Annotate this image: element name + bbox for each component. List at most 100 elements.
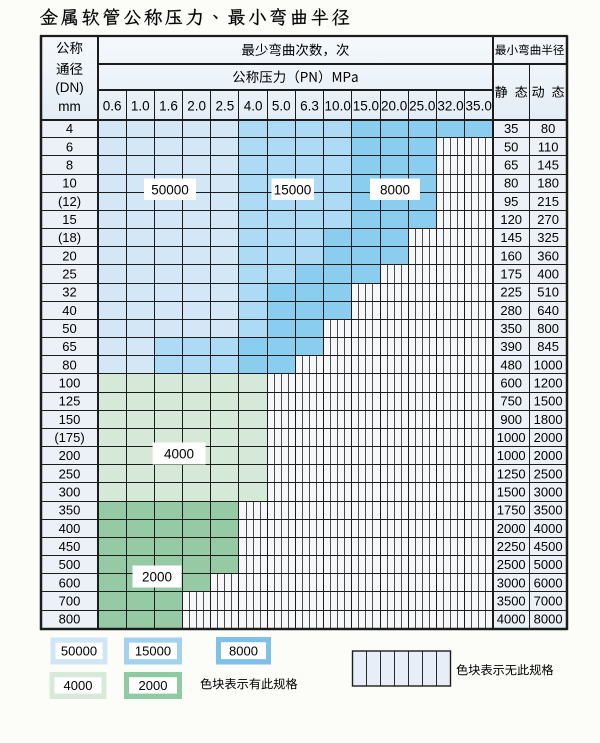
svg-text:20.0: 20.0 xyxy=(381,98,407,113)
svg-text:1.0: 1.0 xyxy=(131,98,150,113)
svg-text:4000: 4000 xyxy=(497,612,526,627)
svg-text:325: 325 xyxy=(537,230,559,245)
svg-text:(18): (18) xyxy=(58,230,81,245)
svg-text:1200: 1200 xyxy=(534,376,563,391)
svg-text:280: 280 xyxy=(500,303,522,318)
svg-text:225: 225 xyxy=(500,285,522,300)
svg-text:4500: 4500 xyxy=(534,539,563,554)
svg-text:845: 845 xyxy=(537,339,559,354)
svg-text:600: 600 xyxy=(500,376,522,391)
svg-text:2500: 2500 xyxy=(497,557,526,572)
svg-text:7000: 7000 xyxy=(534,594,563,609)
svg-text:160: 160 xyxy=(500,248,522,263)
svg-text:1.6: 1.6 xyxy=(159,98,178,113)
svg-text:400: 400 xyxy=(537,267,559,282)
svg-text:15: 15 xyxy=(62,212,76,227)
svg-text:2000: 2000 xyxy=(534,448,563,463)
svg-text:750: 750 xyxy=(500,394,522,409)
svg-text:4000: 4000 xyxy=(64,678,93,693)
svg-text:800: 800 xyxy=(59,612,81,627)
svg-text:450: 450 xyxy=(59,539,81,554)
svg-text:8000: 8000 xyxy=(380,182,410,197)
svg-text:125: 125 xyxy=(59,394,81,409)
svg-text:50: 50 xyxy=(504,139,518,154)
svg-text:32.0: 32.0 xyxy=(437,98,463,113)
svg-text:35: 35 xyxy=(504,121,518,136)
svg-text:2500: 2500 xyxy=(534,466,563,481)
svg-text:200: 200 xyxy=(59,448,81,463)
svg-text:95: 95 xyxy=(504,194,518,209)
svg-text:6: 6 xyxy=(66,139,73,154)
svg-text:2000: 2000 xyxy=(142,569,172,584)
svg-text:0.6: 0.6 xyxy=(103,98,122,113)
svg-text:35.0: 35.0 xyxy=(466,98,492,113)
svg-text:(DN): (DN) xyxy=(55,80,84,95)
svg-text:110: 110 xyxy=(538,139,559,154)
svg-text:360: 360 xyxy=(537,248,559,263)
svg-text:65: 65 xyxy=(62,339,76,354)
svg-text:1000: 1000 xyxy=(497,448,526,463)
svg-text:25: 25 xyxy=(62,267,76,282)
svg-text:1800: 1800 xyxy=(534,412,563,427)
svg-text:(12): (12) xyxy=(58,194,81,209)
svg-text:350: 350 xyxy=(59,503,81,518)
svg-text:640: 640 xyxy=(537,303,559,318)
svg-text:15.0: 15.0 xyxy=(353,98,379,113)
svg-text:4: 4 xyxy=(66,121,73,136)
svg-text:2000: 2000 xyxy=(534,430,563,445)
svg-text:510: 510 xyxy=(537,285,559,300)
svg-text:700: 700 xyxy=(59,594,81,609)
svg-text:3000: 3000 xyxy=(534,485,563,500)
svg-text:1500: 1500 xyxy=(534,394,563,409)
svg-text:2250: 2250 xyxy=(497,539,526,554)
svg-text:215: 215 xyxy=(537,194,559,209)
svg-text:50: 50 xyxy=(62,321,76,336)
svg-text:4000: 4000 xyxy=(164,446,194,461)
svg-text:270: 270 xyxy=(537,212,559,227)
svg-text:3500: 3500 xyxy=(497,594,526,609)
svg-text:800: 800 xyxy=(537,321,559,336)
svg-text:1250: 1250 xyxy=(497,466,526,481)
svg-text:10.0: 10.0 xyxy=(325,98,351,113)
svg-text:500: 500 xyxy=(59,557,81,572)
svg-text:5.0: 5.0 xyxy=(272,98,291,113)
svg-text:25.0: 25.0 xyxy=(409,98,435,113)
svg-text:6000: 6000 xyxy=(534,575,563,590)
svg-text:8000: 8000 xyxy=(534,612,563,627)
svg-text:80: 80 xyxy=(62,357,76,372)
svg-text:80: 80 xyxy=(541,121,555,136)
svg-text:20: 20 xyxy=(62,248,76,263)
svg-text:65: 65 xyxy=(504,158,518,173)
svg-text:400: 400 xyxy=(59,521,81,536)
svg-text:8000: 8000 xyxy=(229,643,258,658)
svg-text:350: 350 xyxy=(500,321,522,336)
svg-text:300: 300 xyxy=(59,485,81,500)
svg-text:5000: 5000 xyxy=(534,557,563,572)
svg-text:15000: 15000 xyxy=(274,182,312,197)
svg-text:100: 100 xyxy=(59,376,81,391)
svg-text:145: 145 xyxy=(500,230,522,245)
svg-text:120: 120 xyxy=(500,212,522,227)
svg-text:32: 32 xyxy=(62,285,76,300)
svg-text:3000: 3000 xyxy=(497,575,526,590)
svg-text:1000: 1000 xyxy=(534,357,563,372)
svg-text:2000: 2000 xyxy=(139,678,168,693)
svg-text:390: 390 xyxy=(500,339,522,354)
svg-text:900: 900 xyxy=(500,412,522,427)
svg-text:480: 480 xyxy=(500,357,522,372)
svg-text:15000: 15000 xyxy=(135,644,171,659)
svg-text:50000: 50000 xyxy=(151,182,189,197)
svg-text:10: 10 xyxy=(62,176,76,191)
svg-text:180: 180 xyxy=(537,176,559,191)
svg-text:600: 600 xyxy=(59,575,81,590)
svg-text:250: 250 xyxy=(59,466,81,481)
svg-text:50000: 50000 xyxy=(61,644,97,659)
svg-text:3500: 3500 xyxy=(534,503,563,518)
svg-text:145: 145 xyxy=(537,158,559,173)
svg-text:2000: 2000 xyxy=(497,521,526,536)
svg-text:80: 80 xyxy=(504,176,518,191)
svg-text:150: 150 xyxy=(59,412,81,427)
svg-text:40: 40 xyxy=(62,303,76,318)
svg-text:2.5: 2.5 xyxy=(216,98,235,113)
svg-text:2.0: 2.0 xyxy=(187,98,206,113)
